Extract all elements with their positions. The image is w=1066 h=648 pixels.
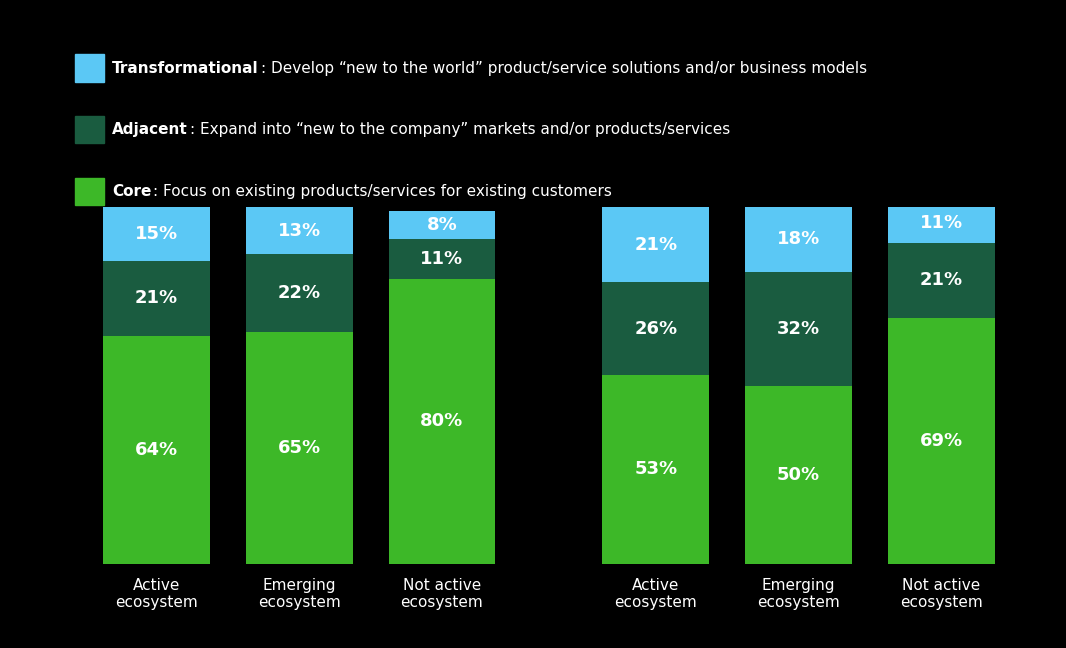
- Text: 13%: 13%: [278, 222, 321, 240]
- Bar: [388, 211, 496, 239]
- Text: Transformational: Transformational: [112, 60, 259, 76]
- Text: : Expand into “new to the company” markets and/or products/services: : Expand into “new to the company” marke…: [190, 122, 730, 137]
- Text: 21%: 21%: [135, 289, 178, 307]
- Text: 80%: 80%: [420, 412, 464, 430]
- Text: 11%: 11%: [420, 250, 464, 268]
- Text: 69%: 69%: [920, 432, 963, 450]
- Text: 64%: 64%: [135, 441, 178, 459]
- Bar: [888, 318, 995, 564]
- Text: 11%: 11%: [920, 214, 963, 233]
- Bar: [745, 386, 852, 564]
- Bar: [103, 336, 210, 564]
- Text: 21%: 21%: [920, 272, 963, 290]
- Text: 50%: 50%: [777, 466, 820, 483]
- Text: : Focus on existing products/services for existing customers: : Focus on existing products/services fo…: [154, 183, 612, 199]
- Bar: [103, 260, 210, 336]
- Text: 65%: 65%: [278, 439, 321, 457]
- Text: 22%: 22%: [278, 284, 321, 302]
- Text: Adjacent: Adjacent: [112, 122, 188, 137]
- Text: 53%: 53%: [634, 460, 678, 478]
- Text: 15%: 15%: [135, 225, 178, 243]
- Bar: [388, 279, 496, 564]
- Bar: [388, 239, 496, 279]
- Text: 8%: 8%: [426, 216, 457, 234]
- Text: 21%: 21%: [634, 236, 678, 254]
- Text: 18%: 18%: [777, 231, 820, 248]
- Bar: [246, 207, 353, 253]
- Bar: [103, 207, 210, 260]
- Bar: [888, 243, 995, 318]
- Bar: [246, 332, 353, 564]
- Bar: [602, 375, 710, 564]
- Bar: [602, 283, 710, 375]
- Text: Core: Core: [112, 183, 151, 199]
- Text: : Develop “new to the world” product/service solutions and/or business models: : Develop “new to the world” product/ser…: [261, 60, 867, 76]
- Bar: [602, 207, 710, 283]
- Bar: [246, 253, 353, 332]
- Bar: [745, 272, 852, 386]
- Text: 26%: 26%: [634, 319, 678, 338]
- Bar: [888, 203, 995, 243]
- Text: 32%: 32%: [777, 319, 820, 338]
- Bar: [745, 207, 852, 272]
